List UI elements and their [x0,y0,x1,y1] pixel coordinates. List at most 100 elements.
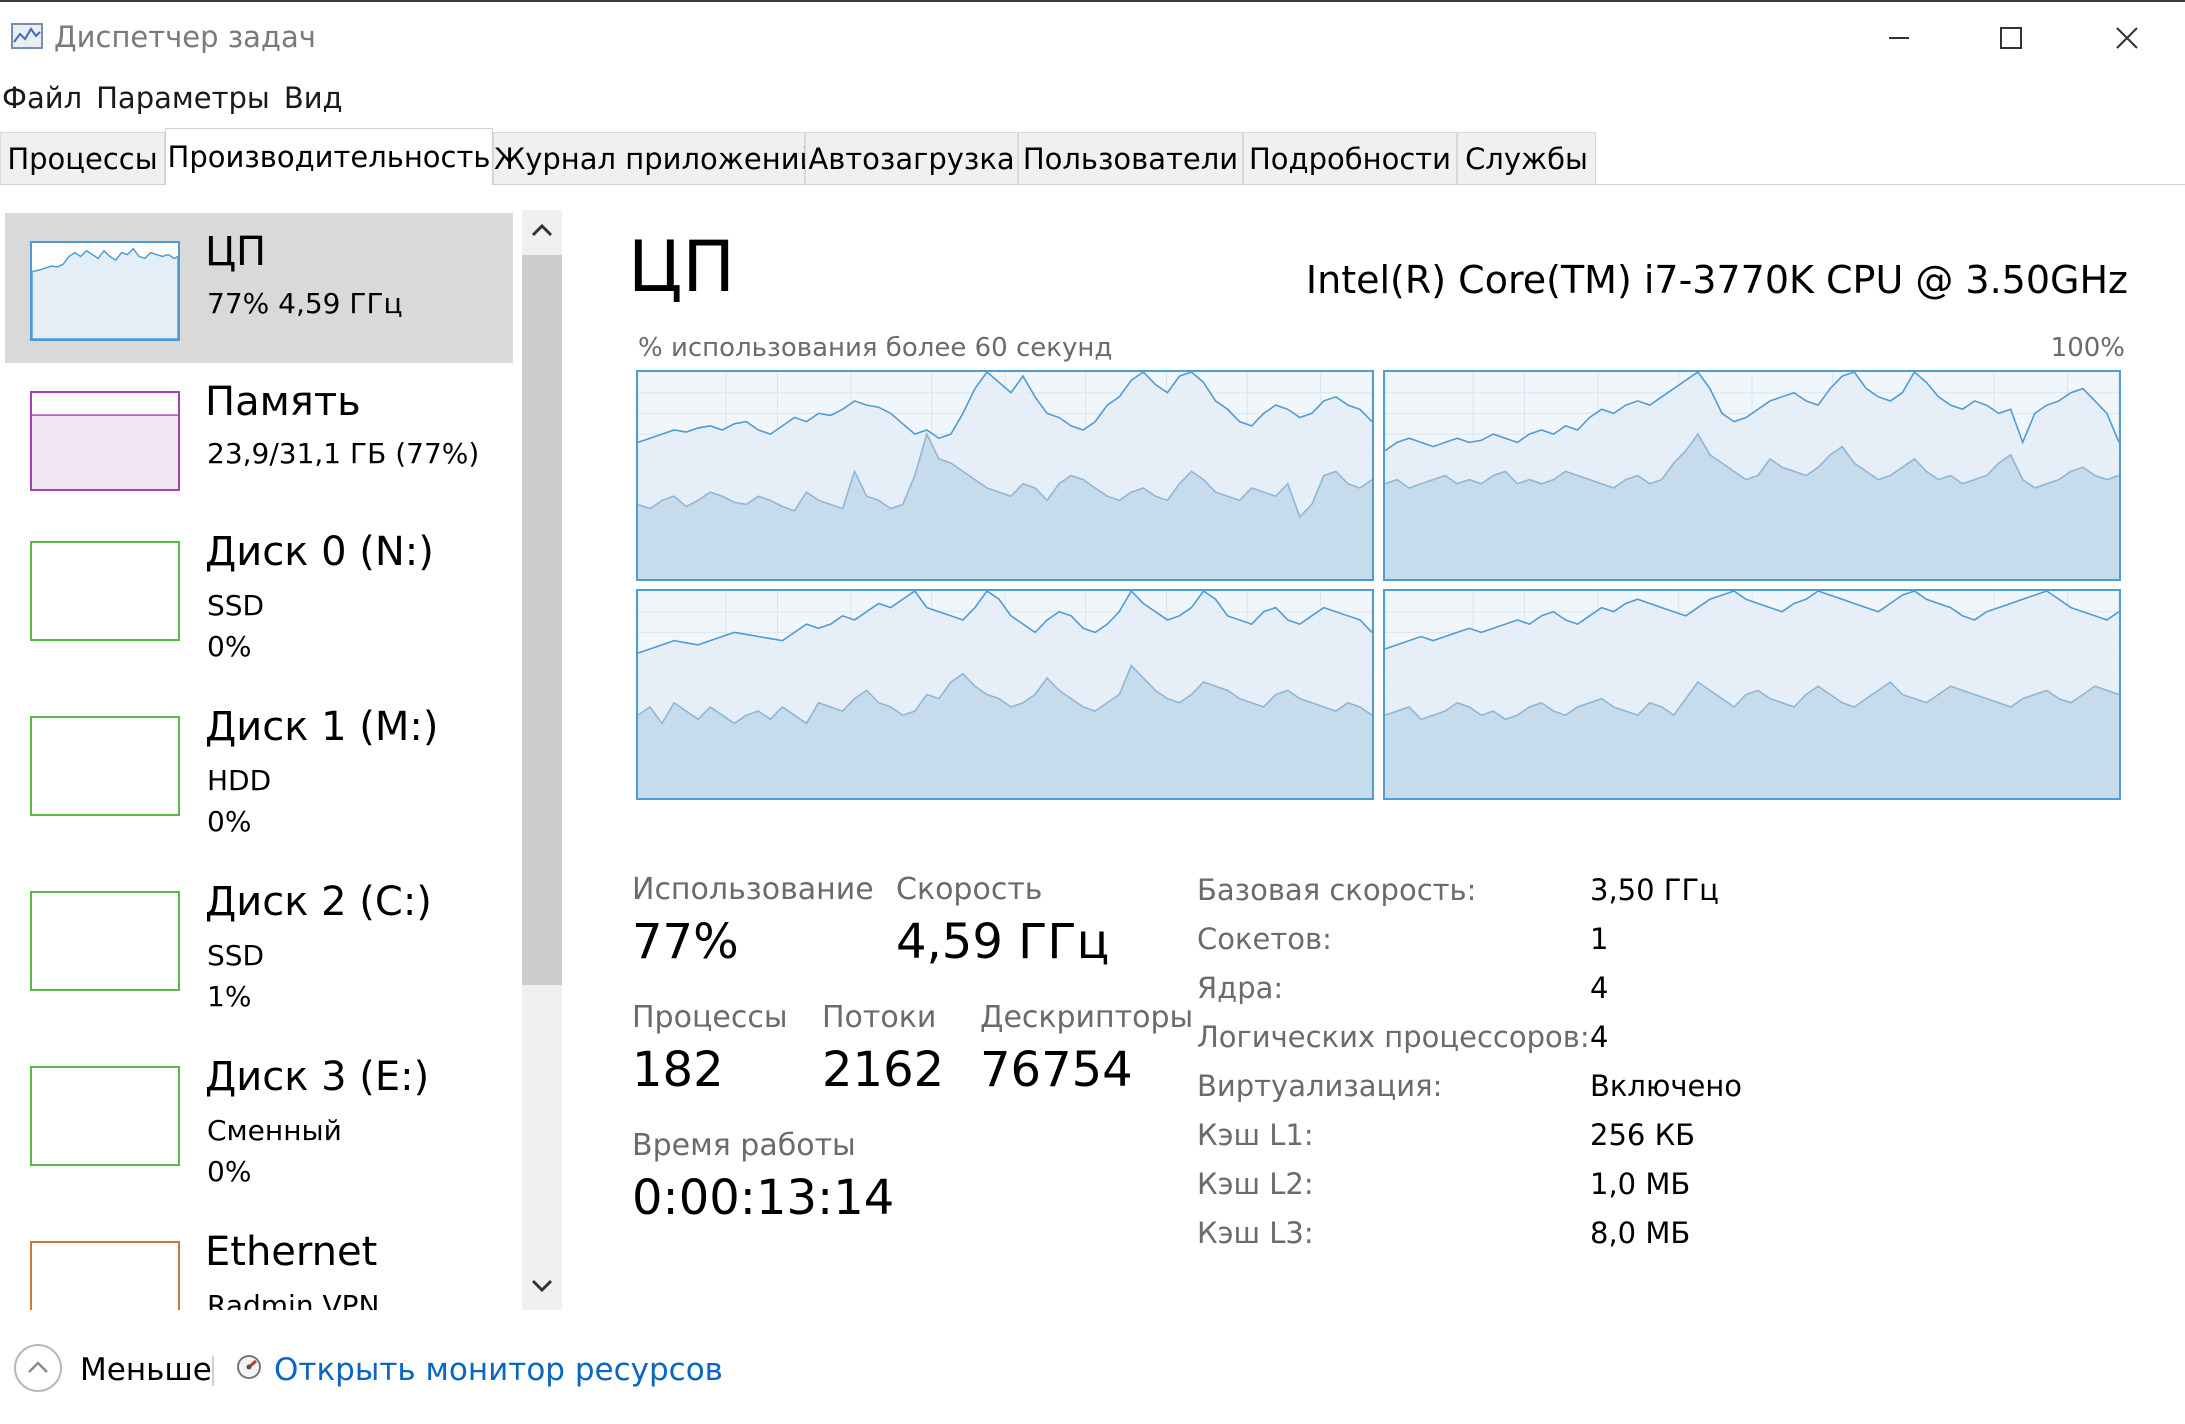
scroll-up-icon[interactable] [528,220,556,240]
spec-value: 256 КБ [1590,1118,1696,1152]
sidebar-item-disk-2[interactable]: Диск 2 (C:) SSD 1% [5,863,513,1013]
disk-1-thumbnail-graph [30,716,180,816]
spec-value: 1,0 МБ [1590,1167,1691,1201]
spec-key: Ядра: [1197,971,1284,1005]
tab-startup[interactable]: Автозагрузка [805,132,1018,184]
spec-value: 4 [1590,1020,1609,1054]
processes-value: 182 [632,1042,724,1098]
minimize-icon [1889,37,1909,39]
spec-key: Кэш L1: [1197,1118,1314,1152]
sidebar-item-detail: HDD [207,764,272,797]
core-2-graph [636,589,1374,800]
threads-value: 2162 [822,1042,945,1098]
core-1-graph [1383,370,2121,581]
maximize-icon [2000,27,2022,49]
tab-performance[interactable]: Производительность [165,128,493,185]
spec-value: 3,50 ГГц [1590,873,1719,907]
kernel-time-line [638,431,1372,519]
task-manager-app-icon [11,23,43,49]
tab-processes[interactable]: Процессы [0,132,165,184]
handles-value: 76754 [980,1042,1133,1098]
processes-label: Процессы [632,1000,788,1035]
cpu-model-name: Intel(R) Core(TM) i7-3770K CPU @ 3.50GHz [1305,258,2128,302]
disk-2-thumbnail-graph [30,891,180,991]
collapse-button[interactable] [14,1344,62,1392]
spec-value: 8,0 МБ [1590,1216,1691,1250]
title-bar: Диспетчер задач [0,2,2185,72]
sidebar-item-ethernet[interactable]: Ethernet Radmin VPN [5,1213,513,1310]
spec-key: Логических процессоров: [1197,1020,1590,1054]
scrollbar-thumb[interactable] [522,255,562,985]
cpu-usage-line [638,372,1372,444]
speed-label: Скорость [896,872,1043,907]
memory-thumbnail-graph [30,391,180,491]
usage-value: 77% [632,914,739,970]
kernel-time-line [638,664,1372,725]
open-resource-monitor-link[interactable]: Открыть монитор ресурсов [274,1352,723,1388]
kernel-time-area [638,665,1372,798]
usage-label: Использование [632,872,874,907]
spec-value: Включено [1590,1069,1743,1103]
kernel-time-area [638,434,1372,579]
sidebar-item-detail: Radmin VPN [207,1289,380,1310]
sidebar-item-usage: 0% [207,805,252,838]
sidebar-item-title: Диск 1 (M:) [205,704,439,750]
page-title: ЦП [628,226,735,308]
cpu-usage-line [1385,591,2119,650]
close-icon [2116,27,2138,49]
sidebar-item-title: Память [205,379,361,425]
ethernet-thumbnail-graph [30,1241,180,1310]
sidebar-item-cpu[interactable]: ЦП 77% 4,59 ГГц [5,213,513,363]
graph-caption: % использования более 60 секунд [638,333,1113,363]
kernel-time-area [1385,682,2119,798]
tab-details[interactable]: Подробности [1243,132,1457,184]
cpu-usage-line [1385,372,2119,452]
menu-options[interactable]: Параметры [96,81,270,115]
sidebar-item-detail: SSD [207,939,265,972]
uptime-value: 0:00:13:14 [632,1170,895,1226]
window-top-border [0,0,2185,2]
sidebar-item-disk-3[interactable]: Диск 3 (E:) Сменный 0% [5,1038,513,1188]
tab-services[interactable]: Службы [1457,132,1596,184]
resource-monitor-icon [237,1355,261,1379]
sidebar-item-detail: Сменный [207,1114,342,1147]
spec-value: 4 [1590,971,1609,1005]
maximize-button[interactable] [1952,4,2070,72]
uptime-label: Время работы [632,1128,856,1163]
sidebar-item-usage: 0% [207,1155,252,1188]
sidebar-item-memory[interactable]: Память 23,9/31,1 ГБ (77%) [5,363,513,513]
tab-app-history[interactable]: Журнал приложений [493,132,818,184]
sidebar-item-title: Диск 0 (N:) [205,529,434,575]
minimize-button[interactable] [1840,4,1958,72]
chevron-up-icon [28,1361,48,1373]
sidebar-item-detail: 23,9/31,1 ГБ (77%) [207,437,480,470]
cpu-thumbnail-graph [30,241,180,341]
kernel-time-line [1385,680,2119,721]
sidebar-item-title: Диск 2 (C:) [205,879,432,925]
sidebar-item-usage: 1% [207,980,252,1013]
spec-key: Сокетов: [1197,922,1332,956]
menu-file[interactable]: Файл [2,81,83,115]
spec-value: 1 [1590,922,1609,956]
close-button[interactable] [2068,4,2185,72]
cpu-usage-line [638,591,1372,654]
core-0-graph [636,370,1374,581]
collapse-label[interactable]: Меньше [80,1352,212,1388]
sidebar-item-detail: SSD [207,589,265,622]
footer-divider [212,1356,214,1386]
sidebar-item-disk-0[interactable]: Диск 0 (N:) SSD 0% [5,513,513,663]
handles-label: Дескрипторы [980,1000,1194,1035]
kernel-time-area [1385,434,2119,579]
tab-users[interactable]: Пользователи [1018,132,1243,184]
core-3-graph [1383,589,2121,800]
sidebar-item-title: Ethernet [205,1229,378,1275]
menu-view[interactable]: Вид [283,81,343,115]
sidebar-item-detail: 77% 4,59 ГГц [207,287,403,320]
spec-key: Кэш L3: [1197,1216,1314,1250]
menu-bar: Файл Параметры Вид [0,74,355,122]
scroll-down-icon[interactable] [528,1276,556,1296]
sidebar-item-disk-1[interactable]: Диск 1 (M:) HDD 0% [5,688,513,838]
disk-0-thumbnail-graph [30,541,180,641]
resource-sidebar: ЦП 77% 4,59 ГГц Память 23,9/31,1 ГБ (77%… [0,210,520,1310]
tab-bar: Процессы Производительность Журнал прило… [0,128,2185,185]
